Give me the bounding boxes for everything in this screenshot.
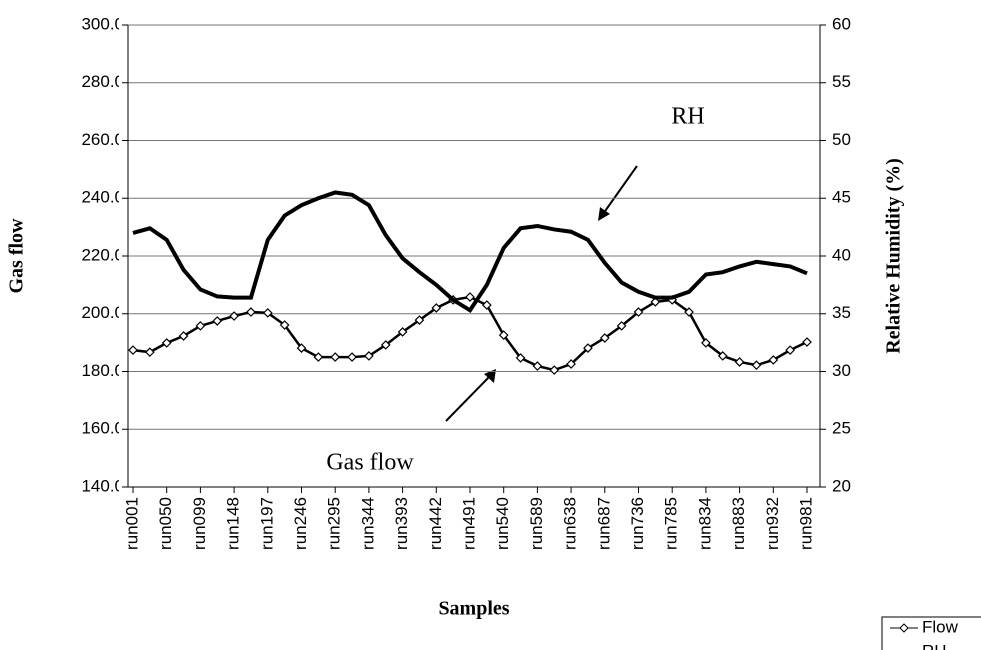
data-point [279, 320, 290, 330]
data-point [498, 330, 509, 340]
annotation: RH [671, 104, 704, 130]
data-point [599, 333, 610, 343]
data-point [515, 353, 526, 363]
data-point [785, 345, 795, 355]
x-tick-label: run736 [628, 497, 647, 550]
x-tick-label: run981 [796, 497, 815, 550]
legend-swatch [899, 623, 909, 633]
annotation: Gas flow [326, 450, 414, 476]
y2-tick-label: 30 [832, 361, 851, 380]
x-tick-label: run344 [358, 497, 377, 550]
y2-axis-title: Relative Humidity (%) [883, 158, 905, 354]
x-tick-label: run589 [527, 497, 546, 550]
data-point [802, 337, 812, 347]
arrow [445, 375, 491, 422]
x-tick-label: run442 [426, 497, 445, 550]
series-line [132, 190, 808, 314]
data-point [431, 303, 442, 313]
data-point [465, 292, 475, 302]
data-point [380, 340, 391, 350]
data-point [751, 360, 762, 370]
data-point [549, 365, 560, 375]
data-point [128, 345, 138, 355]
y2-tick-label: 35 [832, 303, 851, 322]
y2-tick-label: 25 [832, 419, 851, 438]
x-axis-title: Samples [438, 598, 509, 620]
data-point [768, 355, 779, 365]
y-tick-label: 300.0 [81, 14, 124, 33]
y2-tick-label: 55 [832, 72, 851, 91]
arrow-head [484, 369, 496, 383]
arrow-head [598, 207, 610, 221]
x-tick-label: run540 [493, 497, 512, 550]
x-tick-label: run883 [729, 497, 748, 550]
arrow [602, 165, 638, 215]
data-point [616, 321, 627, 331]
x-tick-label: run246 [291, 497, 310, 550]
data-point [246, 307, 256, 317]
data-point [650, 297, 661, 307]
x-tick-label: run687 [594, 497, 613, 550]
x-tick-label: run099 [190, 497, 209, 550]
legend-box [881, 616, 981, 650]
x-tick-label: run050 [156, 497, 175, 550]
y-tick-label: 240.0 [81, 188, 124, 207]
data-point [583, 343, 593, 353]
y-tick-label: 280.0 [81, 72, 124, 91]
y-tick-label: 180.0 [81, 361, 124, 380]
data-point [330, 352, 341, 362]
data-point [397, 327, 408, 337]
data-point [717, 351, 728, 361]
x-tick-label: run785 [662, 497, 681, 550]
x-tick-label: run491 [459, 497, 478, 550]
data-point [482, 300, 492, 310]
x-tick-label: run638 [561, 497, 580, 550]
data-point [229, 311, 239, 321]
data-point [566, 359, 576, 369]
data-point [145, 347, 155, 358]
y-axis-title: Gas flow [6, 218, 28, 294]
data-point [364, 351, 374, 361]
y2-tick-label: 50 [832, 130, 851, 149]
x-tick-label: run393 [392, 497, 411, 550]
data-point [701, 338, 711, 348]
legend-label: Flow [922, 617, 959, 636]
y2-tick-label: 60 [832, 14, 851, 33]
legend-label: RH [922, 641, 947, 650]
x-tick-label: run148 [224, 497, 243, 550]
y-tick-label: 260.0 [81, 130, 124, 149]
data-point [178, 331, 189, 341]
data-point [161, 338, 172, 348]
data-point [296, 343, 307, 353]
x-tick-label: run295 [325, 497, 344, 550]
data-point [414, 315, 425, 325]
y2-tick-label: 40 [832, 245, 851, 264]
y-tick-label: 220.0 [81, 245, 124, 264]
y2-tick-label: 45 [832, 188, 851, 207]
data-point [262, 308, 273, 318]
data-point [212, 316, 223, 326]
y2-tick-label: 20 [832, 476, 851, 495]
y-tick-label: 200.0 [81, 303, 124, 322]
y-tick-label: 160.0 [81, 419, 124, 438]
x-tick-label: run197 [257, 497, 276, 550]
data-point [313, 352, 324, 362]
data-point [684, 307, 694, 317]
data-point [347, 352, 357, 362]
y-tick-label: 140.0 [81, 476, 124, 495]
data-point [532, 361, 543, 371]
data-point [195, 321, 206, 331]
data-point [734, 357, 745, 367]
data-point [633, 307, 644, 317]
x-tick-label: run932 [763, 497, 782, 550]
x-tick-label: run001 [122, 497, 141, 550]
x-tick-label: run834 [695, 497, 714, 550]
